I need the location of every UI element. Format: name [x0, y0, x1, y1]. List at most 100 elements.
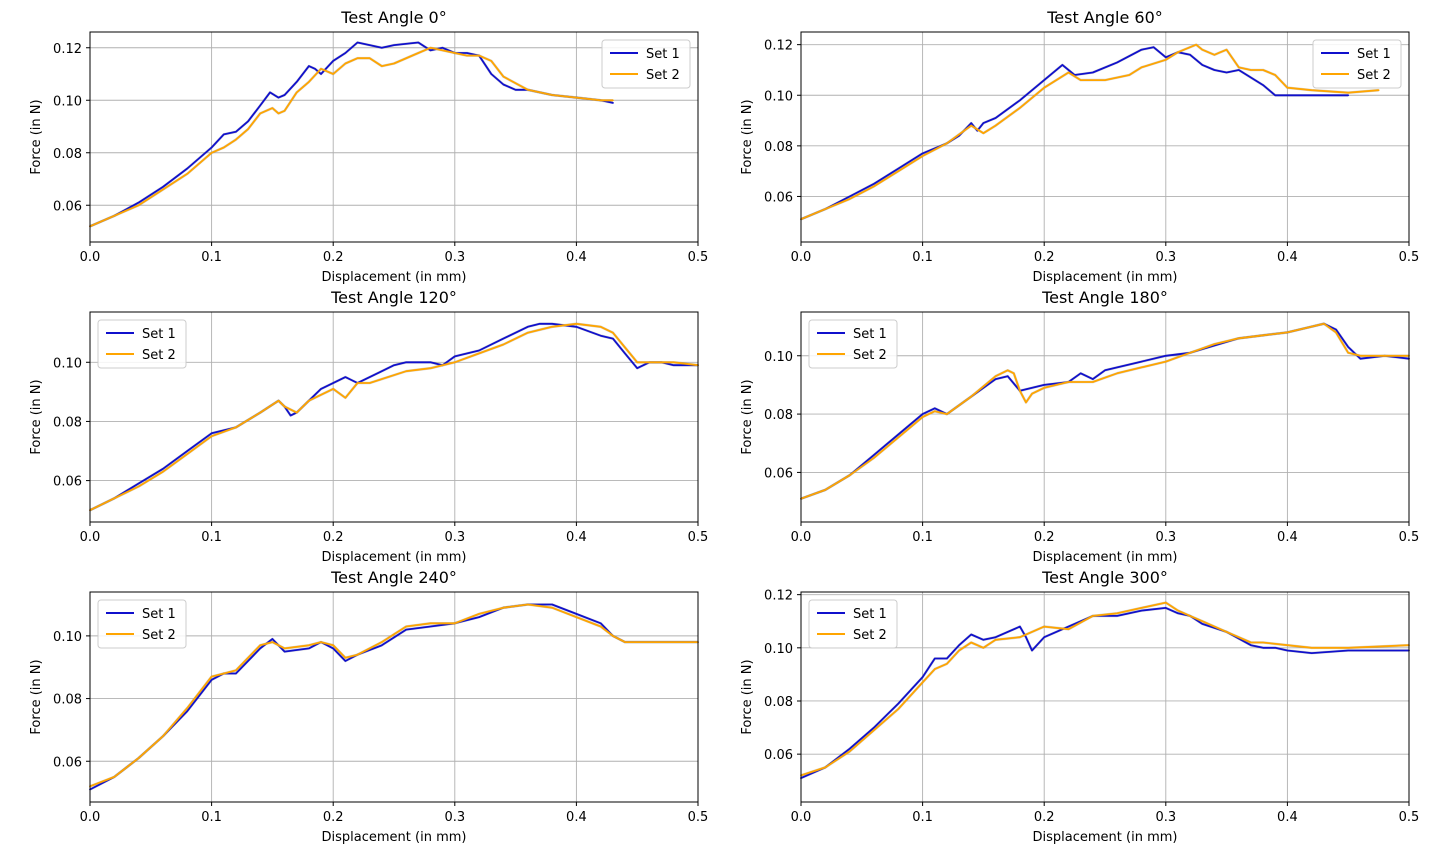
y-tick-label: 0.10 [53, 630, 82, 645]
x-tick-label: 0.5 [1399, 530, 1420, 545]
legend-label-set-2: Set 2 [853, 348, 887, 363]
x-tick-label: 0.2 [1034, 530, 1055, 545]
legend-label-set-1: Set 1 [142, 327, 176, 342]
x-tick-label: 0.0 [80, 810, 101, 825]
chart-panel-3: 0.0 0.1 0.2 0.3 0.4 0.5 0.06 0.08 0.10 Test Angle… [29, 288, 708, 565]
series-line-set-2 [89, 322, 699, 512]
y-tick-label: 0.10 [53, 356, 82, 371]
plot-area [801, 592, 1409, 802]
y-tick-label: 0.12 [53, 42, 82, 57]
x-tick-label: 0.4 [1277, 530, 1298, 545]
x-tick-label: 0.5 [688, 810, 709, 825]
legend-label-set-1: Set 1 [142, 607, 176, 622]
x-axis-label: Displacement (in mm) [322, 830, 467, 845]
plot-area [90, 592, 698, 802]
series-line-set-2 [800, 43, 1380, 221]
x-tick-label: 0.3 [444, 250, 465, 265]
chart-panel-4: 0.0 0.1 0.2 0.3 0.4 0.5 0.06 0.08 0.10 Test Angle… [740, 288, 1419, 565]
x-tick-label: 0.3 [444, 810, 465, 825]
y-tick-label: 0.10 [764, 350, 793, 365]
chart-panel-6: 0.0 0.1 0.2 0.3 0.4 0.5 0.06 0.08 0.10 0.12 Test A… [740, 568, 1419, 845]
axes-frame [800, 311, 1410, 523]
y-tick-label: 0.08 [53, 693, 82, 708]
x-tick-label: 0.1 [201, 810, 222, 825]
y-tick-label: 0.08 [764, 140, 793, 155]
legend-label-set-2: Set 2 [142, 628, 176, 643]
axes-frame [89, 31, 699, 243]
y-tick-label: 0.10 [764, 642, 793, 657]
axes-frame [800, 591, 1410, 803]
x-axis-label: Displacement (in mm) [1033, 270, 1178, 285]
series-line-set-1 [89, 41, 614, 228]
y-axis-label: Force (in N) [29, 379, 44, 454]
y-tick-label: 0.08 [53, 415, 82, 430]
legend: Set 1 Set 2 [808, 319, 898, 369]
x-axis-label: Displacement (in mm) [1033, 830, 1178, 845]
legend-label-set-2: Set 2 [853, 628, 887, 643]
y-tick-label: 0.10 [53, 94, 82, 109]
x-tick-label: 0.2 [323, 250, 344, 265]
plot-area [801, 312, 1409, 522]
legend-label-set-1: Set 1 [853, 607, 887, 622]
y-axis-label: Force (in N) [740, 659, 755, 734]
x-tick-label: 0.1 [912, 530, 933, 545]
x-tick-label: 0.3 [1155, 530, 1176, 545]
x-tick-label: 0.4 [566, 530, 587, 545]
series-line-set-2 [800, 322, 1410, 500]
x-axis-label: Displacement (in mm) [322, 550, 467, 565]
x-tick-label: 0.5 [1399, 250, 1420, 265]
x-tick-label: 0.1 [912, 250, 933, 265]
x-tick-label: 0.2 [1034, 810, 1055, 825]
chart-panel-2: 0.0 0.1 0.2 0.3 0.4 0.5 0.06 0.08 0.10 0.12 Test A… [740, 8, 1419, 285]
y-tick-label: 0.06 [764, 466, 793, 481]
x-tick-label: 0.4 [566, 810, 587, 825]
y-tick-label: 0.10 [764, 89, 793, 104]
legend-label-set-2: Set 2 [646, 68, 680, 83]
y-tick-label: 0.06 [764, 190, 793, 205]
series-line-set-2 [800, 601, 1410, 777]
legend: Set 1 Set 2 [808, 599, 898, 649]
y-tick-label: 0.08 [764, 408, 793, 423]
chart-title: Test Angle 60° [1046, 8, 1163, 27]
x-tick-label: 0.3 [444, 530, 465, 545]
x-tick-label: 0.4 [1277, 810, 1298, 825]
y-tick-label: 0.08 [764, 695, 793, 710]
x-tick-label: 0.5 [688, 250, 709, 265]
axes-frame [89, 311, 699, 523]
x-tick-label: 0.5 [688, 530, 709, 545]
x-tick-label: 0.0 [80, 250, 101, 265]
chart-title: Test Angle 300° [1041, 568, 1168, 587]
x-tick-label: 0.5 [1399, 810, 1420, 825]
y-axis-label: Force (in N) [29, 659, 44, 734]
x-tick-label: 0.0 [80, 530, 101, 545]
y-tick-label: 0.12 [764, 589, 793, 604]
x-axis-label: Displacement (in mm) [1033, 550, 1178, 565]
x-tick-label: 0.3 [1155, 250, 1176, 265]
x-tick-label: 0.2 [323, 530, 344, 545]
x-tick-label: 0.0 [791, 250, 812, 265]
x-tick-label: 0.2 [1034, 250, 1055, 265]
y-tick-label: 0.06 [53, 199, 82, 214]
plot-area [90, 312, 698, 522]
series-line-set-2 [89, 603, 699, 788]
y-tick-label: 0.06 [764, 748, 793, 763]
legend-label-set-2: Set 2 [1357, 68, 1391, 83]
plot-area [90, 32, 698, 242]
x-tick-label: 0.2 [323, 810, 344, 825]
legend-label-set-2: Set 2 [142, 348, 176, 363]
x-tick-label: 0.1 [912, 810, 933, 825]
axes-frame [89, 591, 699, 803]
y-tick-label: 0.12 [764, 39, 793, 54]
legend: Set 1 Set 2 [97, 599, 187, 649]
legend: Set 1 Set 2 [97, 319, 187, 369]
y-tick-label: 0.06 [53, 475, 82, 490]
y-axis-label: Force (in N) [740, 99, 755, 174]
x-tick-label: 0.1 [201, 250, 222, 265]
legend-label-set-1: Set 1 [853, 327, 887, 342]
x-tick-label: 0.4 [566, 250, 587, 265]
legend-label-set-1: Set 1 [646, 47, 680, 62]
chart-title: Test Angle 120° [330, 288, 457, 307]
axes-frame [800, 31, 1410, 243]
chart-panel-5: 0.0 0.1 0.2 0.3 0.4 0.5 0.06 0.08 0.10 Test Angle… [29, 568, 708, 845]
